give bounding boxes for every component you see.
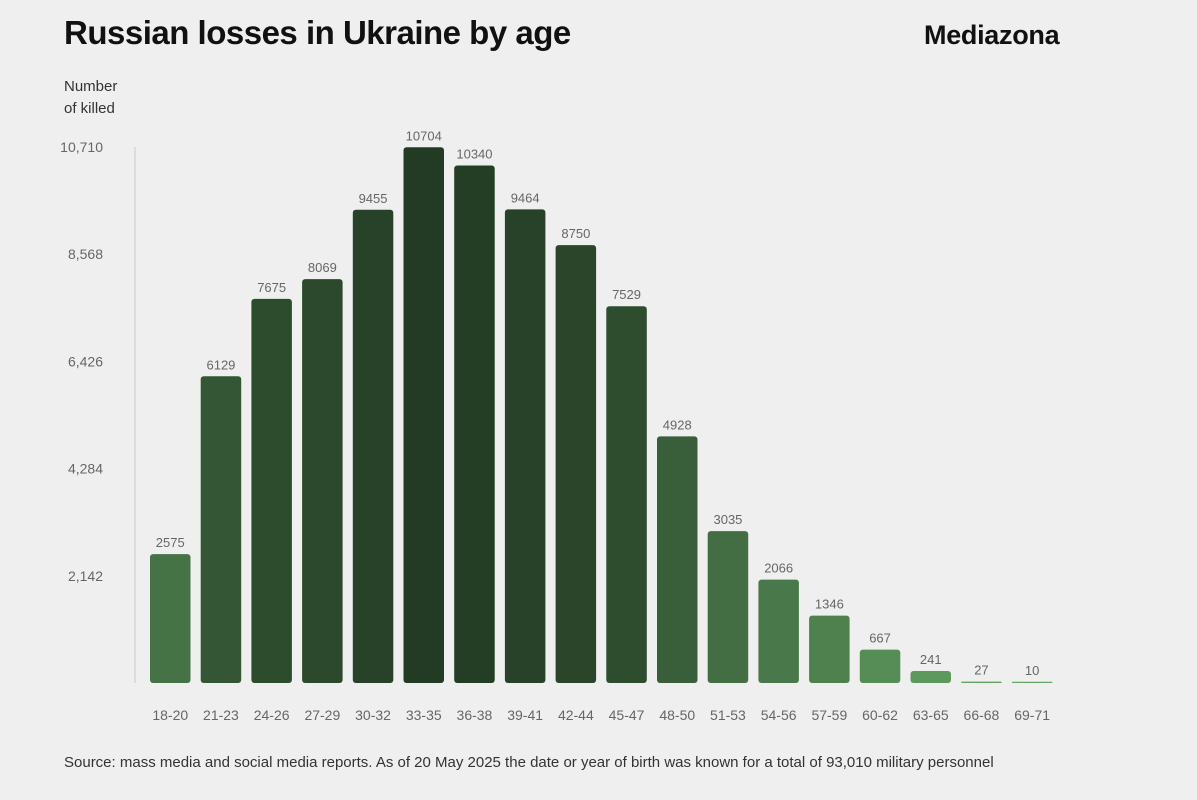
x-tick-label: 66-68	[964, 707, 1000, 723]
y-axis-label-line1: Number	[64, 78, 118, 95]
bar	[859, 649, 901, 683]
bar	[910, 670, 951, 683]
bar	[555, 245, 597, 684]
bar-value-label: 4928	[663, 417, 692, 432]
bar	[352, 209, 394, 683]
bar	[302, 279, 343, 683]
x-tick-label: 21-23	[203, 707, 239, 723]
x-tick-label: 36-38	[457, 707, 493, 723]
bar	[657, 436, 698, 683]
bar	[504, 209, 546, 684]
y-tick-label: 2,142	[68, 568, 103, 584]
x-tick-label: 39-41	[507, 707, 543, 723]
bar-value-label: 8750	[561, 226, 590, 241]
bar-value-label: 1346	[815, 597, 844, 612]
bar-value-label: 6129	[206, 357, 235, 372]
bar-value-label: 9455	[359, 191, 388, 206]
bar-value-label: 2575	[156, 535, 185, 550]
bar	[403, 147, 444, 683]
bar-value-label: 7675	[257, 280, 286, 295]
bar-value-label: 27	[974, 663, 988, 678]
chart-title: Russian losses in Ukraine by age	[64, 14, 571, 51]
y-axis-label-line2: of killed	[64, 100, 115, 117]
bar-value-label: 8069	[308, 260, 337, 275]
bar-value-label: 241	[920, 652, 942, 667]
y-tick-label: 10,710	[60, 139, 103, 155]
bar	[606, 306, 647, 683]
bar	[454, 165, 495, 683]
bar-value-label: 667	[869, 631, 891, 646]
bar-value-label: 10340	[456, 147, 492, 162]
bar	[961, 681, 1002, 683]
x-tick-label: 69-71	[1014, 707, 1050, 723]
x-tick-label: 57-59	[811, 707, 847, 723]
y-tick-label: 4,284	[68, 461, 103, 477]
x-tick-label: 27-29	[304, 707, 340, 723]
x-tick-label: 48-50	[659, 707, 695, 723]
x-tick-label: 54-56	[761, 707, 797, 723]
bar	[1011, 681, 1053, 683]
x-tick-label: 18-20	[152, 707, 188, 723]
source-note: Source: mass media and social media repo…	[64, 754, 994, 771]
bar-value-label: 2066	[764, 561, 793, 576]
y-tick-label: 8,568	[68, 246, 103, 262]
x-tick-label: 60-62	[862, 707, 898, 723]
bar	[707, 531, 749, 683]
bar	[150, 554, 191, 683]
x-tick-label: 42-44	[558, 707, 594, 723]
bar	[758, 579, 799, 683]
x-tick-label: 30-32	[355, 707, 391, 723]
bar-value-label: 10	[1025, 663, 1039, 678]
brand-logo: Mediazona	[924, 20, 1060, 50]
bar	[200, 376, 242, 683]
x-tick-label: 51-53	[710, 707, 746, 723]
y-axis-label: Number of killed	[64, 76, 117, 120]
x-tick-label: 45-47	[609, 707, 645, 723]
y-tick-label: 6,426	[68, 353, 103, 369]
bar-value-label: 10704	[406, 128, 442, 143]
bar	[809, 615, 850, 683]
bar	[251, 298, 292, 683]
bar-value-label: 9464	[511, 190, 540, 205]
bar-value-label: 7529	[612, 287, 641, 302]
x-tick-label: 33-35	[406, 707, 442, 723]
x-tick-label: 63-65	[913, 707, 949, 723]
x-tick-label: 24-26	[254, 707, 290, 723]
bar-value-label: 3035	[713, 512, 742, 527]
